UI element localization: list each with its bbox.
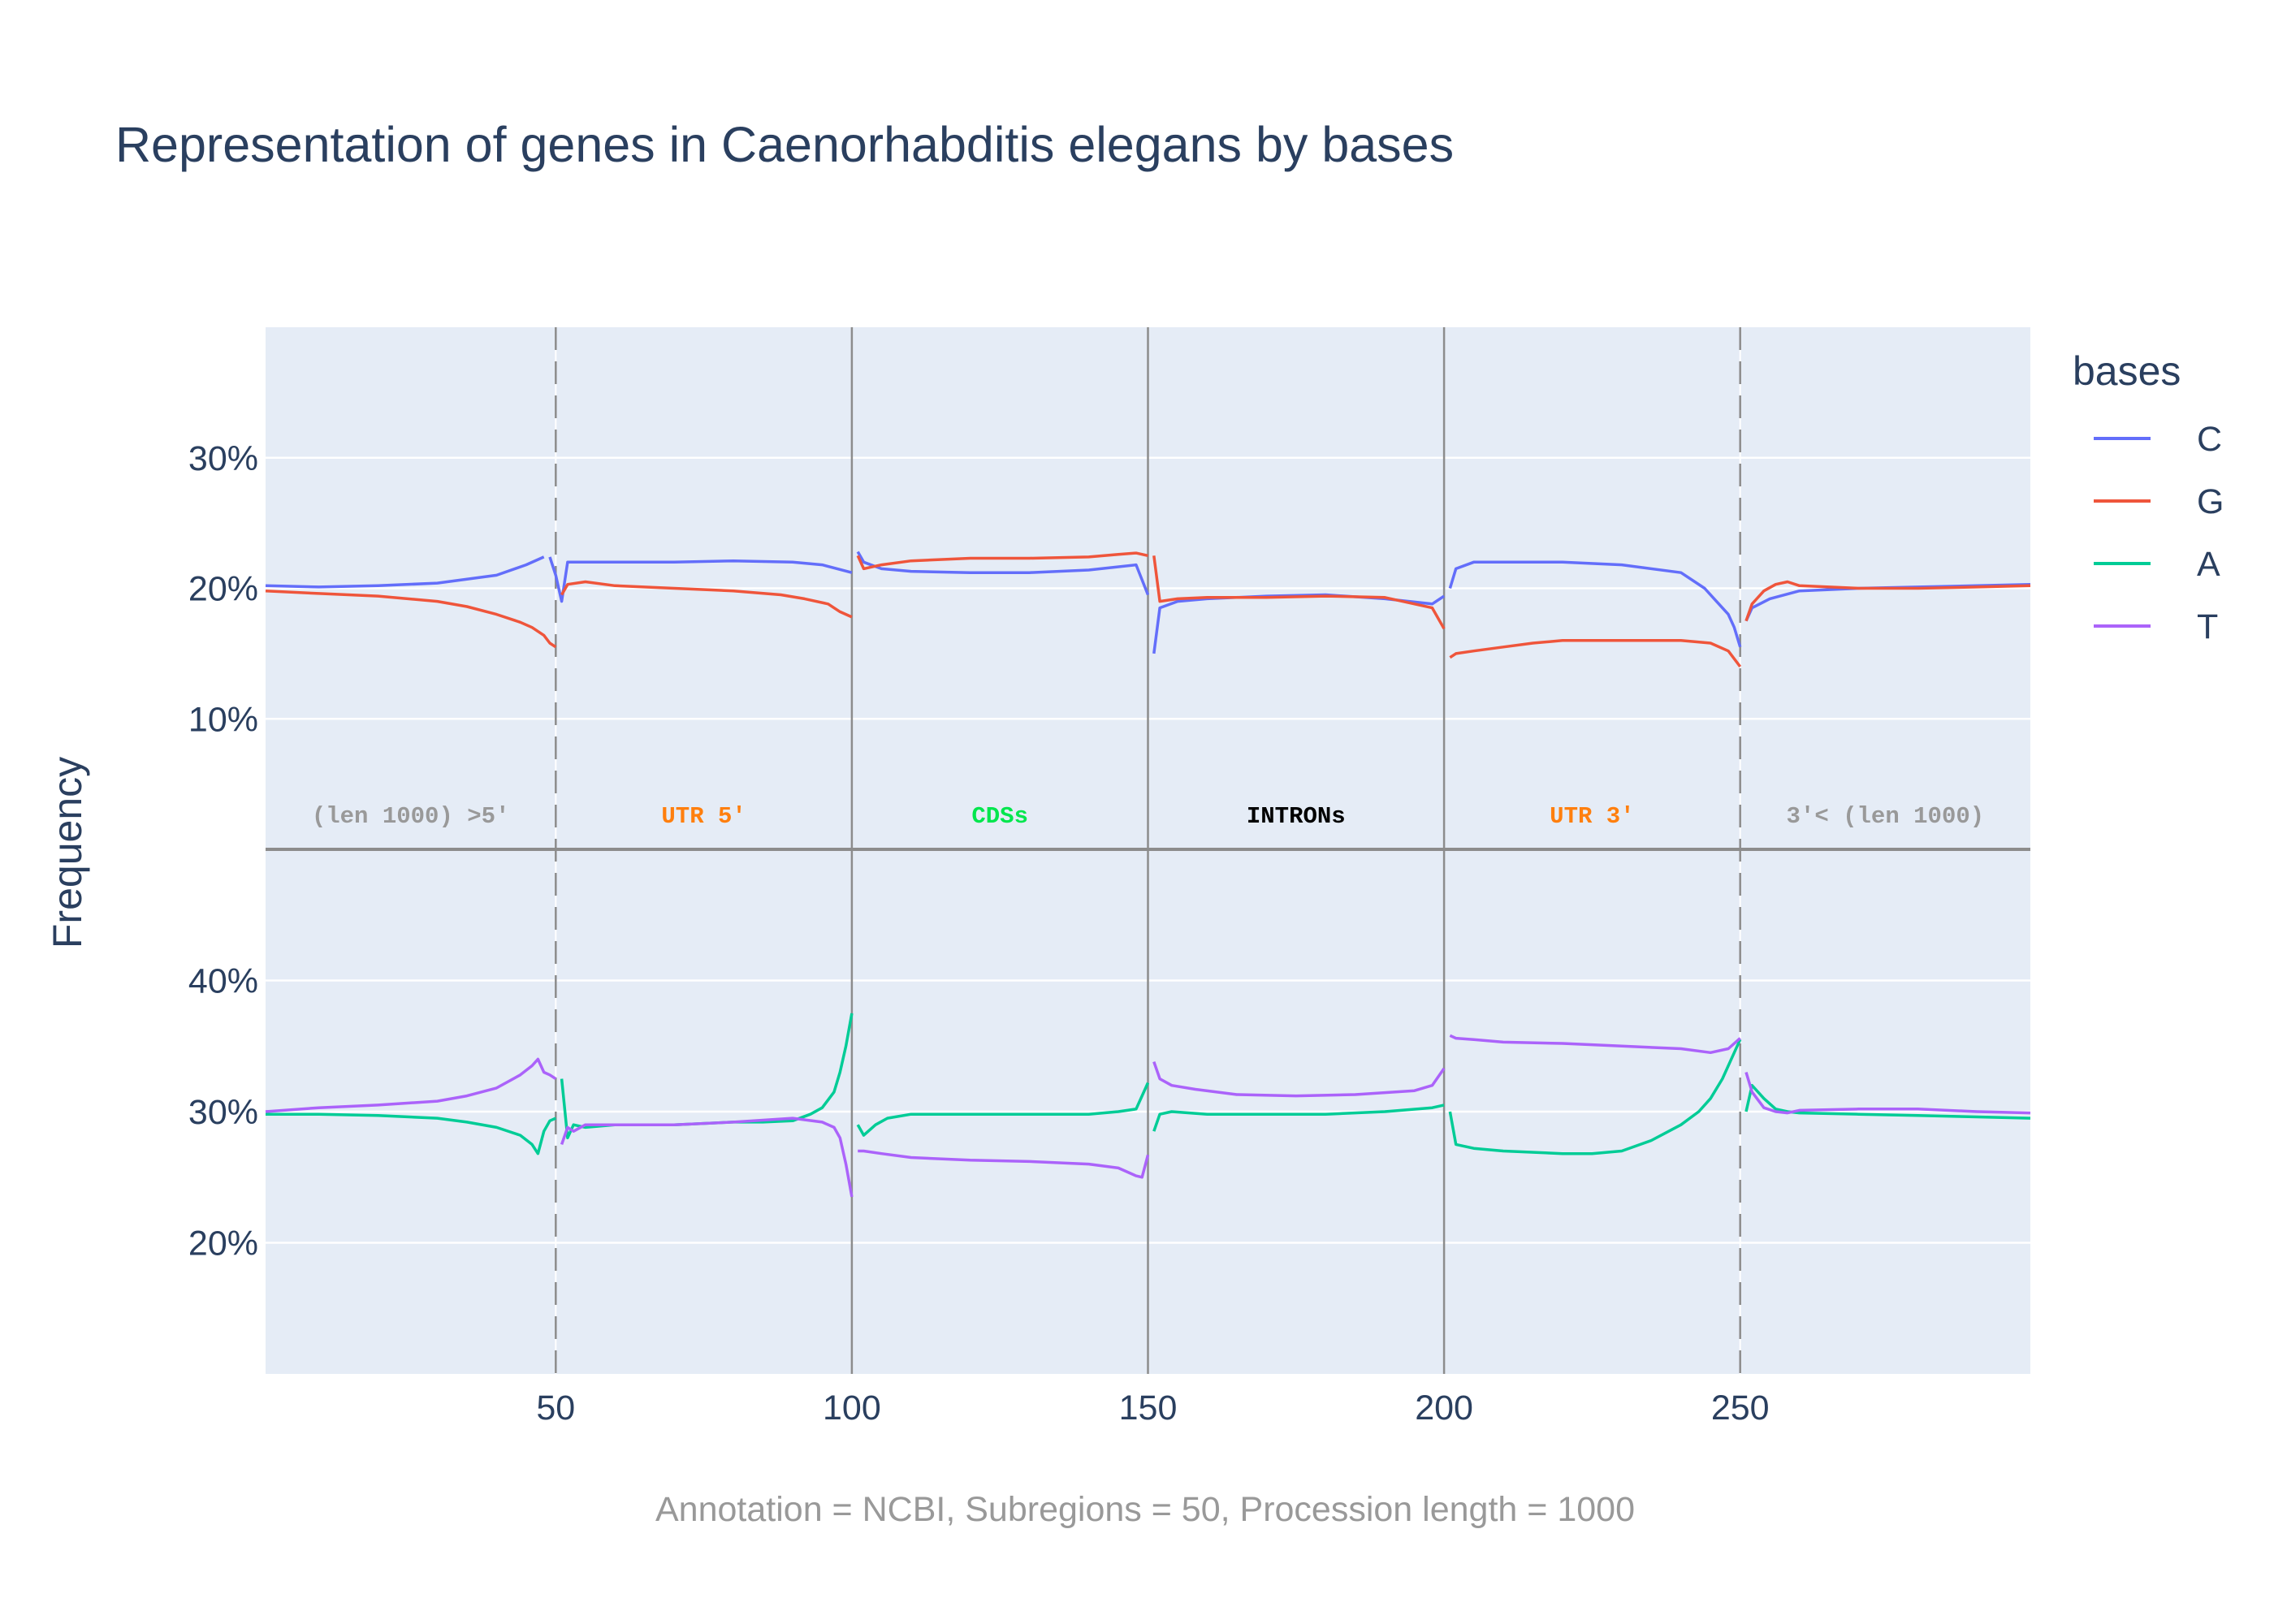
legend-label-T: T bbox=[2197, 607, 2218, 646]
series-C-line-segment bbox=[1448, 560, 1742, 648]
series-G-line-segment bbox=[560, 580, 853, 619]
series-T-line-segment bbox=[560, 1116, 854, 1198]
legend-label-A: A bbox=[2197, 545, 2220, 584]
region-label: (len 1000) >5' bbox=[312, 803, 510, 830]
series-A bbox=[266, 1013, 2031, 1155]
series-T-line-segment bbox=[858, 1149, 1150, 1179]
y-tick-label: 20% bbox=[188, 1224, 258, 1263]
x-tick-label: 100 bbox=[823, 1389, 881, 1427]
series-A-line-segment bbox=[856, 1082, 1150, 1137]
series-T-line-segment bbox=[265, 1057, 557, 1113]
region-label: UTR 3' bbox=[1550, 803, 1634, 830]
series-T-line-segment bbox=[1449, 1034, 1741, 1055]
legend-label-C: C bbox=[2197, 420, 2222, 459]
region-label: CDSs bbox=[971, 803, 1028, 830]
series-T-line-segment bbox=[1744, 1071, 2031, 1115]
series-G-line-segment bbox=[1152, 555, 1446, 630]
series-G bbox=[265, 551, 2031, 668]
x-tick-label: 200 bbox=[1415, 1389, 1473, 1427]
y-tick-label: 10% bbox=[188, 700, 258, 739]
series-A-line-segment bbox=[1448, 1039, 1742, 1155]
series-A-line-segment bbox=[1152, 1104, 1445, 1132]
footer-annotation: Annotation = NCBI, Subregions = 50, Proc… bbox=[655, 1490, 1635, 1529]
series-C-line-segment bbox=[856, 551, 1150, 596]
y-tick-label: 40% bbox=[188, 962, 258, 1001]
plot-area: 10% 20% 30% 20% 30% 40% (len 1000) >5' UTR 5' CD… bbox=[188, 327, 2031, 1427]
y-tick-label: 30% bbox=[188, 1093, 258, 1132]
y-tick-label: 20% bbox=[188, 570, 258, 609]
y-axis-title: Frequency bbox=[45, 757, 90, 948]
chart-title: Representation of genes in Caenorhabditi… bbox=[115, 117, 1454, 172]
x-tick-label: 250 bbox=[1711, 1389, 1770, 1427]
series-T bbox=[265, 1034, 2031, 1198]
x-tick-label: 50 bbox=[536, 1389, 575, 1427]
series-G-line-segment bbox=[265, 589, 557, 649]
series-G-line-segment bbox=[1744, 580, 2031, 622]
series-A-line-segment bbox=[266, 1112, 557, 1155]
region-label: INTRONs bbox=[1247, 803, 1346, 830]
series-C-line-segment bbox=[548, 556, 853, 603]
series-C bbox=[265, 551, 2031, 654]
series-G-line-segment bbox=[856, 551, 1148, 571]
series-A-line-segment bbox=[560, 1013, 854, 1140]
series-C-line-segment bbox=[265, 555, 545, 589]
region-label: 3'< (len 1000) bbox=[1787, 803, 1985, 830]
legend-title: bases bbox=[2073, 348, 2181, 394]
y-tick-label: 30% bbox=[188, 439, 258, 478]
legend-label-G: G bbox=[2197, 482, 2224, 521]
x-tick-label: 150 bbox=[1119, 1389, 1178, 1427]
series-G-line-segment bbox=[1449, 639, 1742, 668]
region-label: UTR 5' bbox=[661, 803, 746, 830]
series-T-line-segment bbox=[1152, 1061, 1446, 1098]
